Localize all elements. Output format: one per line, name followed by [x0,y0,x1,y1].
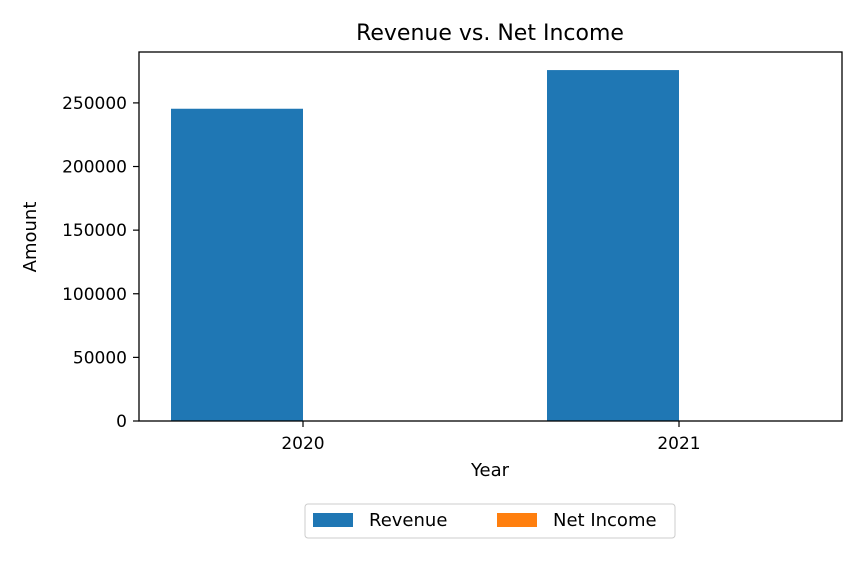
y-tick-label: 200000 [62,158,127,178]
legend-swatch-net-income [497,513,537,527]
legend-label-net-income: Net Income [553,510,657,531]
x-axis: 2020 2021 [281,421,701,454]
plot-frame [138,51,843,422]
legend: Revenue Net Income [304,503,676,539]
y-axis-label: Amount [20,202,41,273]
y-tick-label: 50000 [73,348,127,368]
chart-title: Revenue vs. Net Income [356,21,624,46]
y-tick-label: 150000 [62,221,127,241]
y-axis: 0 50000 100000 150000 200000 250000 [62,94,139,432]
legend-label-revenue: Revenue [369,510,447,531]
x-tick-label: 2020 [281,434,324,454]
bar-revenue-2021 [547,70,679,422]
bars-layer [171,70,679,422]
legend-box [304,503,676,539]
y-tick-label: 250000 [62,94,127,114]
legend-swatch-revenue [313,513,353,527]
bar-revenue-2020 [171,108,303,421]
x-tick-label: 2021 [657,434,700,454]
y-tick-label: 100000 [62,285,127,305]
x-axis-label: Year [470,460,510,481]
y-tick-label: 0 [116,412,127,432]
